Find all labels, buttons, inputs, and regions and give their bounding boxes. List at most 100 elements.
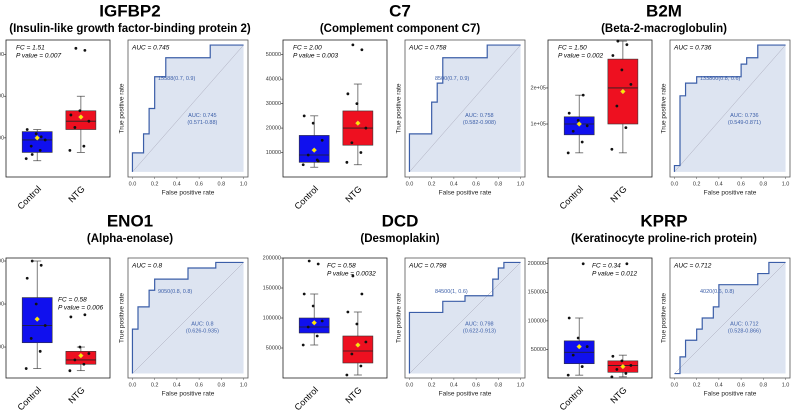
x-tick-label: 0.6 <box>472 382 480 388</box>
data-point <box>87 119 91 123</box>
data-point <box>315 334 319 338</box>
x-tick-label: NTG <box>608 184 629 205</box>
diagonal <box>674 262 786 374</box>
cutoff-label: 9050(0.8, 0.8) <box>158 289 192 295</box>
x-tick-label: Control <box>293 385 321 410</box>
x-tick-label: 0.8 <box>495 181 503 187</box>
diagonal <box>409 262 521 374</box>
mean-marker <box>78 114 84 120</box>
x-tick-label: 0.2 <box>693 181 701 187</box>
data-point <box>78 345 82 349</box>
y-tick-label: 150000 <box>263 285 281 291</box>
x-tick-label: 0.8 <box>760 181 768 187</box>
data-point <box>311 304 315 308</box>
roc-curve <box>673 44 786 172</box>
x-tick-label: 0.0 <box>406 382 414 388</box>
x-tick-label: 0.6 <box>737 181 745 187</box>
data-point <box>25 276 29 280</box>
data-point <box>611 354 615 358</box>
diagonal <box>409 44 521 173</box>
roc-curve <box>408 44 521 172</box>
roc-curve <box>408 261 521 374</box>
x-tick-label: NTG <box>343 184 364 205</box>
data-point <box>320 319 324 323</box>
data-point <box>620 359 624 363</box>
roc-curve <box>674 261 786 375</box>
x-tick-label: 0.0 <box>671 181 679 187</box>
auc-ci-label: AUC: 0.758 <box>465 113 493 119</box>
y-axis-label: True positive rate <box>661 83 668 133</box>
y-tick-label: 150000 <box>528 290 546 296</box>
stat-annotation: P value = 0.002 <box>558 53 603 60</box>
x-tick-label: 0.6 <box>737 382 745 388</box>
x-tick-label: NTG <box>66 385 87 406</box>
y-axis-label: True positive rate <box>661 293 668 343</box>
data-point <box>346 310 350 314</box>
x-tick-label: 0.6 <box>195 382 203 388</box>
auc-annotation: AUC = 0.798 <box>408 263 447 270</box>
x-tick-label: 0.8 <box>218 181 226 187</box>
x-tick-label: 0.4 <box>173 382 181 388</box>
data-point <box>364 126 368 130</box>
data-point <box>624 126 628 130</box>
mean-marker <box>78 352 84 359</box>
x-tick-label: 0.2 <box>428 181 436 187</box>
data-point <box>306 325 310 329</box>
x-tick-label: 0.2 <box>151 181 159 187</box>
data-point <box>345 373 349 377</box>
panel-subtitle: (Desmoplakin) <box>360 233 439 245</box>
data-point <box>68 148 72 152</box>
x-axis-label: False positive rate <box>162 391 215 398</box>
plot-frame <box>282 39 388 178</box>
cutoff-label: 133800(0.8, 0.6) <box>700 76 741 82</box>
x-tick-label: 0.0 <box>129 382 137 388</box>
data-point <box>615 104 619 108</box>
data-point <box>610 375 614 379</box>
data-point <box>345 160 349 164</box>
panel-subtitle: (Keratinocyte proline-rich protein) <box>571 233 757 245</box>
data-point <box>350 141 354 145</box>
auc-annotation: AUC = 0.758 <box>408 45 447 52</box>
data-point <box>359 151 363 154</box>
data-point <box>78 109 82 113</box>
mean-marker <box>576 121 582 127</box>
stat-annotation: FC = 1.51 <box>16 45 45 52</box>
panel-subtitle: (Complement component C7) <box>320 23 481 35</box>
data-point <box>24 157 28 161</box>
y-tick-label: 50000 <box>266 345 281 351</box>
mean-marker <box>620 88 626 95</box>
mean-marker <box>620 363 626 370</box>
y-tick-label: 50000 <box>531 347 546 353</box>
panel-subtitle: (Insulin-like growth factor-binding prot… <box>9 23 251 35</box>
data-point <box>68 369 72 373</box>
y-tick-label: 200000 <box>263 255 281 261</box>
data-point <box>581 262 585 266</box>
data-point <box>30 259 34 263</box>
data-point <box>69 113 73 117</box>
panel-title: ENO1 <box>107 211 153 230</box>
auc-ci-label: AUC: 0.8 <box>191 321 213 327</box>
y-tick-label: 20000 <box>0 301 4 307</box>
cutoff-label: 8500(0.7, 0.9) <box>435 76 469 82</box>
data-point <box>43 324 47 327</box>
data-point <box>629 364 633 367</box>
stat-annotation: FC = 0.58 <box>58 297 87 304</box>
data-point <box>576 118 580 122</box>
mean-marker <box>34 135 40 141</box>
data-point <box>306 153 310 157</box>
x-tick-label: 0.4 <box>450 382 458 388</box>
data-point <box>629 82 633 86</box>
data-point <box>38 349 42 353</box>
data-point <box>625 43 629 47</box>
panel-subtitle: (Alpha-enolase) <box>87 233 173 245</box>
auc-ci-label: (0.582-0.908) <box>463 120 496 126</box>
data-point <box>29 337 33 340</box>
auc-ci-label: (0.571-0.88) <box>187 120 217 126</box>
x-tick-label: 0.8 <box>495 382 503 388</box>
data-point <box>355 322 359 326</box>
stat-annotation: FC = 2.00 <box>293 45 322 52</box>
data-point <box>34 302 38 306</box>
data-point <box>69 315 73 319</box>
box <box>65 110 97 130</box>
mean-marker <box>355 120 361 126</box>
